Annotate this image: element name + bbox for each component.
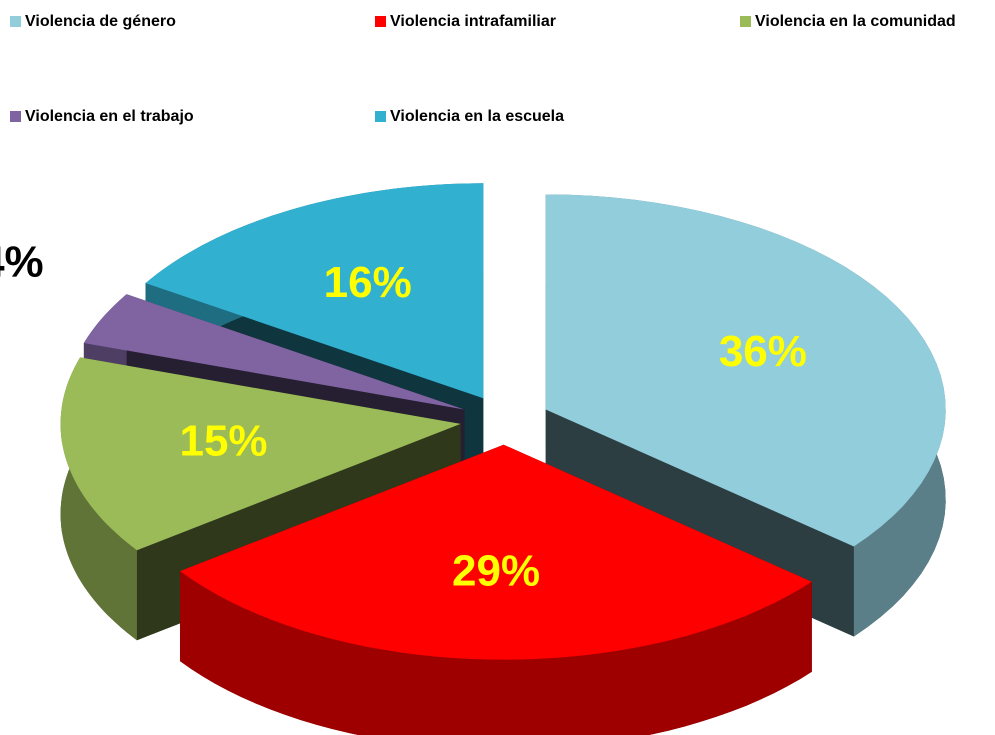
- slice-top: [145, 183, 484, 399]
- data-label: 36%: [719, 327, 807, 376]
- legend-swatch: [10, 111, 21, 122]
- slice-top: [545, 194, 946, 547]
- legend-swatch: [10, 16, 21, 27]
- data-label: 29%: [452, 546, 540, 595]
- legend-swatch: [375, 111, 386, 122]
- legend-label: Violencia en la comunidad: [755, 13, 956, 30]
- data-label: 4%: [0, 238, 44, 287]
- slice: [180, 444, 812, 735]
- legend-label: Violencia en la escuela: [390, 108, 564, 125]
- slice: [545, 194, 946, 637]
- slice-top: [83, 294, 465, 410]
- slice-outer-wall: [180, 571, 812, 735]
- legend-label: Violencia intrafamiliar: [390, 13, 556, 30]
- legend-swatch: [375, 16, 386, 27]
- legend-label: Violencia en el trabajo: [25, 108, 194, 125]
- legend-label: Violencia de género: [25, 13, 176, 30]
- legend-swatch: [740, 16, 751, 27]
- slice-top: [60, 357, 461, 551]
- data-label: 15%: [179, 417, 267, 466]
- slice-top: [180, 444, 812, 660]
- data-label: 16%: [324, 258, 412, 307]
